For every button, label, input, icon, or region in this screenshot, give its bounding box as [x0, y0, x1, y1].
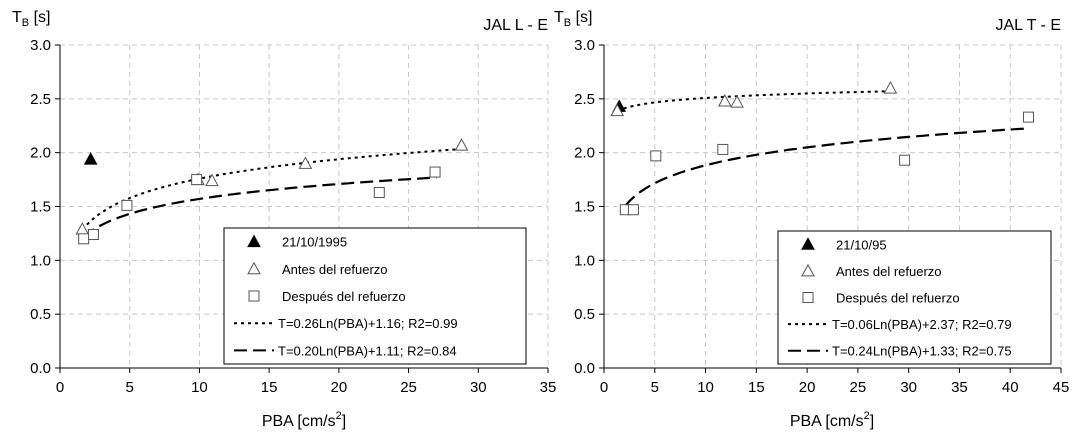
x-tick-label: 10	[191, 379, 208, 396]
y-tick-label: 1.0	[30, 252, 51, 269]
data-point	[627, 204, 639, 216]
data-point	[78, 233, 90, 245]
y-tick-label: 3.0	[30, 37, 51, 54]
fit-curve	[82, 176, 437, 238]
y-tick-label: 1.0	[574, 252, 595, 269]
x-tick-label: 25	[850, 379, 867, 396]
data-point	[1023, 111, 1035, 123]
data-point	[650, 150, 662, 162]
data-point	[247, 261, 261, 275]
x-tick-label: 15	[261, 379, 278, 396]
x-tick-label: 5	[651, 379, 659, 396]
x-tick-label: 40	[1002, 379, 1019, 396]
x-tick-label: 0	[600, 379, 608, 396]
fit-curve	[624, 127, 1029, 207]
data-point	[610, 103, 625, 117]
data-point	[718, 93, 732, 107]
legend-box	[777, 230, 1052, 365]
data-point	[247, 234, 261, 248]
fit-curve	[81, 148, 462, 231]
chart-panel-1: 0 5 10 15 20 25 30 35 0.0 0.5 1.0 1.5 2.0 2.5 3.0 JAL L…	[12, 9, 556, 430]
data-point	[801, 263, 815, 277]
x-tick-label: 20	[331, 379, 348, 396]
data-point	[83, 152, 98, 165]
data-point	[121, 199, 133, 211]
data-point	[205, 173, 219, 187]
data-point	[429, 166, 441, 178]
data-point	[730, 95, 744, 108]
data-point	[248, 290, 260, 302]
x-tick-label: 20	[799, 379, 816, 396]
data-point	[454, 138, 469, 151]
y-tick-label: 2.0	[574, 145, 595, 162]
x-tick-label: 5	[126, 379, 134, 396]
x-tick-label: 45	[1053, 379, 1070, 396]
legend-label: 21/10/1995	[282, 235, 347, 250]
x-axis-label: PBA [cm/s2]	[262, 410, 346, 430]
y-tick-label: 2.5	[574, 91, 595, 108]
legend-box	[223, 227, 527, 365]
y-tick-label: 0.5	[30, 306, 51, 323]
y-axis-label: TB [s]	[12, 9, 50, 29]
legend-label: T=0.06Ln(PBA)+2.37; R2=0.79	[832, 317, 1012, 332]
y-tick-label: 3.0	[574, 37, 595, 54]
y-tick-label: 1.5	[30, 199, 51, 216]
legend-label: 21/10/95	[836, 237, 887, 252]
x-tick-label: 35	[951, 379, 968, 396]
legend-label: Después del refuerzo	[836, 291, 960, 306]
data-point	[717, 143, 729, 155]
y-tick-label: 2.0	[30, 145, 51, 162]
y-axis-label: TB [s]	[554, 9, 592, 29]
data-point	[191, 174, 203, 186]
legend-label: T=0.26Ln(PBA)+1.16; R2=0.99	[278, 316, 458, 331]
x-axis-label: PBA [cm/s2]	[790, 410, 874, 430]
legend-label: Después del refuerzo	[282, 289, 406, 304]
data-point	[801, 237, 815, 250]
x-tick-label: 0	[56, 379, 64, 396]
y-tick-label: 0.0	[574, 360, 595, 377]
data-point	[373, 187, 385, 199]
chart-panel-2: 0 5 10 15 20 25 30 35 40 45 0.0 0.5 1.0 1.5 2.0 2.5 3.0 J…	[554, 9, 1069, 430]
x-tick-label: 30	[470, 379, 487, 396]
y-tick-label: 1.5	[574, 199, 595, 216]
fit-curve	[616, 90, 891, 113]
data-point	[883, 81, 898, 94]
y-tick-label: 0.5	[574, 306, 595, 323]
data-point	[802, 292, 814, 303]
chart-title: JAL T - E	[995, 17, 1061, 34]
data-point	[899, 154, 911, 166]
legend-label: T=0.20Ln(PBA)+1.11; R2=0.84	[278, 343, 457, 358]
chart-title: JAL L - E	[483, 17, 548, 34]
data-point	[298, 156, 313, 169]
y-tick-label: 2.5	[30, 91, 51, 108]
x-tick-label: 25	[400, 379, 417, 396]
data-point	[87, 228, 99, 240]
x-tick-label: 10	[697, 379, 714, 396]
x-tick-label: 35	[540, 379, 557, 396]
legend-label: Antes del refuerzo	[836, 264, 942, 279]
legend-label: Antes del refuerzo	[282, 262, 388, 277]
y-tick-label: 0.0	[30, 360, 51, 377]
data-point	[75, 222, 90, 235]
x-tick-label: 15	[748, 379, 765, 396]
x-tick-label: 30	[900, 379, 917, 396]
legend-label: T=0.24Ln(PBA)+1.33; R2=0.75	[832, 344, 1012, 359]
